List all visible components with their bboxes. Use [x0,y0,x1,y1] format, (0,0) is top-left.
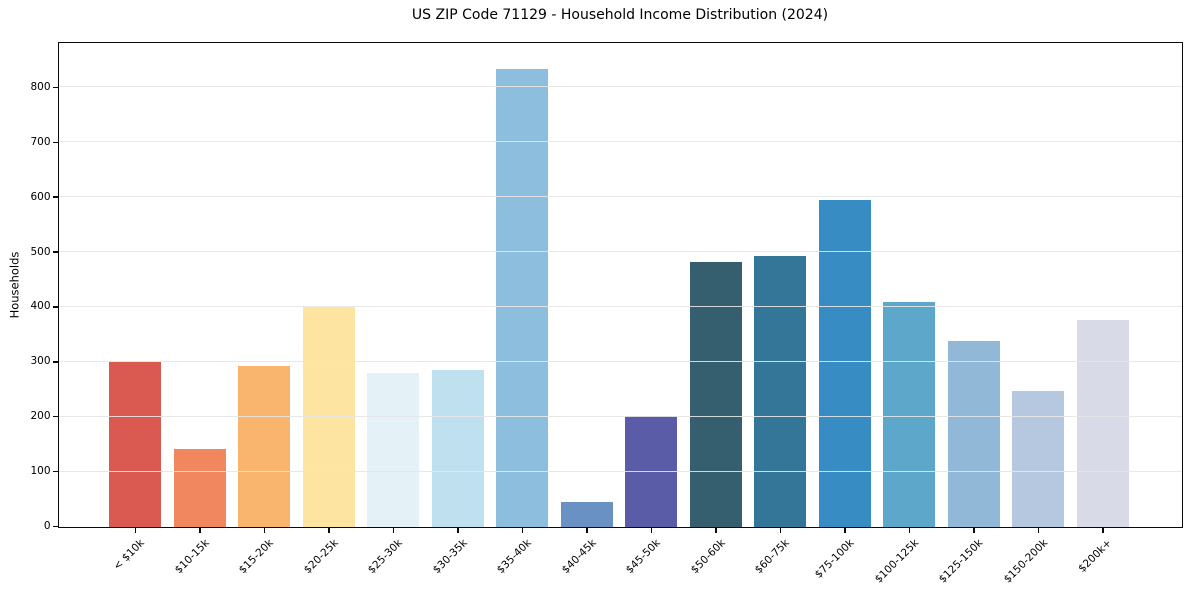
x-tick-label: $75-100k [812,536,857,581]
x-tick-mark [586,528,588,533]
y-tick-label: 400 [30,300,51,313]
y-tick-label: 300 [30,355,51,368]
y-tick-label: 200 [30,410,51,423]
bar [238,366,290,527]
bar [560,501,613,527]
y-tick-mark [53,416,58,418]
x-tick-mark [521,528,524,533]
x-tick-mark [1037,528,1040,533]
x-tick-mark [263,528,266,533]
x-tick-label: $125-150k [936,536,986,586]
x-tick-mark [134,528,137,533]
y-tick-mark [53,361,58,363]
y-tick-mark [53,525,58,528]
y-tick-label: 700 [30,135,51,148]
x-tick-mark [457,528,459,533]
x-tick-label: $50-60k [688,536,728,576]
x-tick-mark [328,528,330,533]
y-tick-mark [53,306,58,308]
gridline [59,470,1182,472]
bar [173,449,226,527]
bar [367,372,419,527]
y-axis-label-wrap: Households [0,43,28,526]
gridline [59,251,1182,253]
y-tick-mark [53,251,58,253]
plot-area [58,42,1183,528]
gridline [59,141,1182,143]
y-tick-label: 0 [43,520,51,532]
bar [689,261,742,527]
x-tick-label: $45-50k [623,536,663,576]
x-tick-label: $30-35k [430,536,470,576]
x-tick-mark [779,528,782,533]
x-tick-mark [650,528,653,533]
gridline [59,196,1182,198]
y-tick-mark [53,86,58,89]
x-tick-mark [715,528,717,533]
x-tick-mark [908,528,911,533]
bar [109,362,161,527]
x-tick-mark [973,528,975,533]
x-tick-label: $200k+ [1076,536,1115,575]
y-tick-label: 800 [30,80,51,93]
x-tick-label: $100-125k [872,536,921,586]
bar [947,340,1000,527]
x-tick-mark [1102,528,1104,533]
bar [883,301,935,527]
y-axis-label: Households [7,251,22,318]
gridline [59,86,1182,88]
x-tick-label: $10-15k [172,536,212,576]
gridline [59,415,1182,417]
x-tick-label: $60-75k [752,536,792,576]
bar [1076,320,1129,527]
x-tick-mark [199,528,201,533]
x-tick-label: $40-45k [559,536,599,576]
y-tick-mark [53,196,58,198]
y-tick-label: 500 [30,245,51,258]
y-tick-label: 100 [30,465,51,478]
x-tick-label: $150-200k [1001,536,1050,586]
bar [496,68,548,527]
x-tick-mark [844,528,846,533]
bar [754,256,806,527]
y-tick-label: 600 [30,190,51,203]
chart-title: US ZIP Code 71129 - Household Income Dis… [411,7,829,23]
bar [302,307,355,527]
x-tick-label: < $10k [111,536,147,573]
x-tick-label: $20-25k [301,536,341,576]
x-tick-label: $35-40k [494,536,534,576]
bar [1012,391,1064,527]
gridline [59,305,1182,307]
x-tick-label: $15-20k [236,536,276,576]
bar [818,200,871,527]
gridline [59,360,1182,362]
x-tick-mark [392,528,395,533]
bar [431,370,484,527]
y-tick-mark [53,141,58,143]
x-tick-label: $25-30k [365,536,405,576]
y-tick-mark [53,470,58,473]
